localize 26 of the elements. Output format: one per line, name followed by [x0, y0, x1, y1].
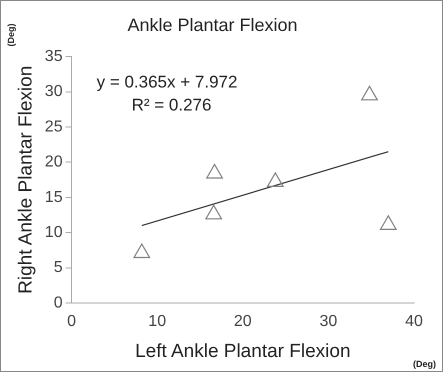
point	[380, 215, 397, 230]
y-axis-title: Right Ankle Plantar Flexion	[16, 66, 37, 294]
x-tick-label: 10	[148, 313, 166, 330]
y-tick-label: 0	[54, 294, 63, 312]
x-tick-label: 20	[234, 313, 252, 330]
x-tick-label: 40	[405, 313, 423, 330]
y-tick-label: 25	[44, 118, 63, 136]
chart-title: Ankle Plantar Flexion	[127, 14, 298, 35]
point	[361, 86, 378, 100]
point	[133, 243, 150, 258]
point	[205, 204, 222, 220]
y-tick-label: 30	[44, 83, 63, 100]
y-tick-label: 15	[44, 188, 63, 206]
text: (Deg)	[413, 359, 436, 369]
y-tick-label: 10	[44, 224, 63, 242]
annotation: R² = 0.276	[132, 96, 212, 115]
point	[206, 164, 223, 179]
point	[266, 172, 284, 188]
x-tick-label: 0	[67, 313, 76, 330]
y-tick-label: 35	[44, 48, 63, 66]
text: (Deg)	[6, 24, 16, 46]
x-axis-title: Left Ankle Plantar Flexion	[135, 340, 351, 362]
x-tick-label: 30	[320, 313, 338, 330]
y-tick-label: 5	[54, 259, 63, 276]
y-tick-label: 20	[44, 154, 63, 171]
annotation: y = 0.365x + 7.972	[96, 72, 238, 92]
